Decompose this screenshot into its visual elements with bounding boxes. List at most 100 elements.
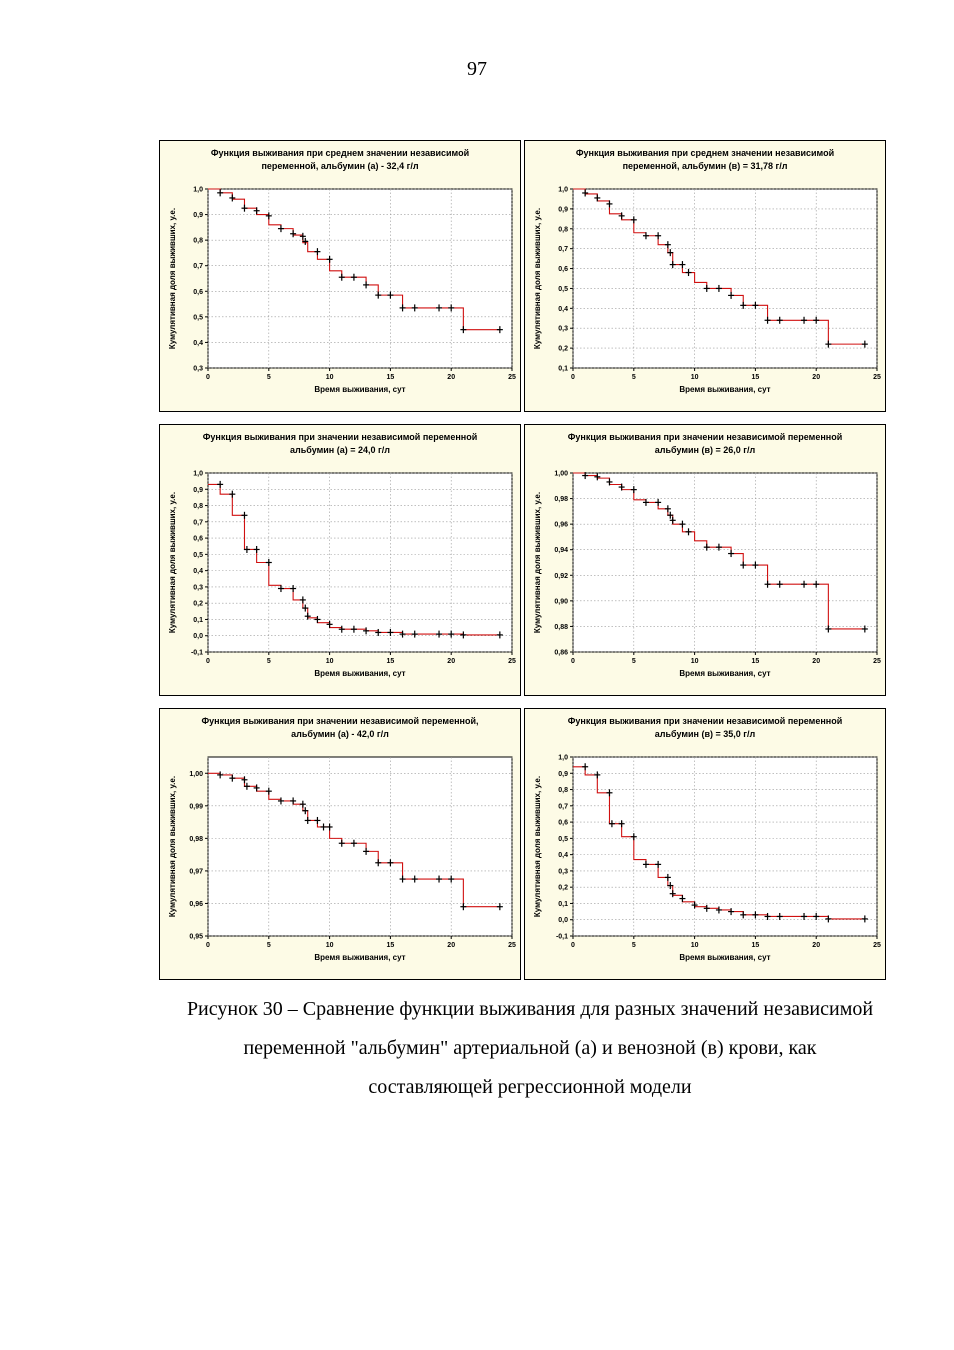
- x-tick-label: 20: [812, 942, 820, 949]
- x-tick-label: 25: [873, 374, 881, 381]
- y-tick-label: 0,9: [193, 212, 203, 219]
- censored-mark: [460, 326, 467, 334]
- censored-mark: [302, 237, 309, 245]
- y-tick-label: 0,97: [189, 868, 203, 875]
- x-tick-label: 10: [691, 374, 699, 381]
- caption-line-1: Рисунок 30 – Сравнение функции выживания…: [186, 998, 874, 1020]
- y-tick-label: 0,5: [558, 286, 568, 293]
- censored-mark: [861, 340, 868, 348]
- x-tick-label: 25: [508, 374, 516, 381]
- y-tick-label: 0,92: [554, 573, 568, 580]
- y-tick-label: 0,3: [558, 868, 568, 875]
- censored-mark: [448, 630, 455, 638]
- x-axis-label: Время выживания, сут: [314, 953, 405, 962]
- censored-mark: [363, 847, 370, 855]
- censored-mark: [594, 473, 601, 481]
- censored-mark: [314, 248, 321, 256]
- y-tick-label: 1,0: [193, 471, 203, 478]
- censored-mark: [582, 763, 589, 771]
- censored-mark: [399, 630, 406, 638]
- censored-mark: [314, 816, 321, 824]
- page-number: 97: [467, 58, 487, 80]
- censored-mark: [338, 839, 345, 847]
- censored-mark: [290, 230, 297, 238]
- censored-mark: [217, 771, 224, 779]
- censored-mark: [302, 604, 309, 612]
- censored-mark: [642, 498, 649, 506]
- y-tick-label: 0,1: [558, 366, 568, 373]
- y-tick-label: 0,3: [193, 584, 203, 591]
- y-tick-label: 0,96: [554, 522, 568, 529]
- censored-mark: [387, 859, 394, 867]
- y-tick-label: 0,7: [193, 263, 203, 270]
- censored-mark: [752, 301, 759, 309]
- y-axis-label: Кумулятивная доля выживших, у.е.: [168, 492, 177, 633]
- caption-line-3: составляющей регрессионной модели: [368, 1076, 692, 1098]
- censored-mark: [776, 580, 783, 588]
- chart-svg: 0,86 0,88 0,90 0,92 0,94 0,96 0,98 1,00 0 5 10 15 20…: [533, 471, 881, 679]
- censored-mark: [618, 820, 625, 828]
- y-tick-label: 0,3: [193, 366, 203, 373]
- censored-mark: [326, 823, 333, 831]
- censored-mark: [685, 528, 692, 536]
- x-tick-label: 10: [691, 658, 699, 665]
- censored-mark: [776, 912, 783, 920]
- censored-mark: [664, 505, 671, 513]
- x-tick-label: 25: [508, 942, 516, 949]
- censored-mark: [496, 903, 503, 911]
- censored-mark: [582, 189, 589, 197]
- censored-mark: [375, 291, 382, 299]
- y-tick-label: 0,6: [193, 536, 203, 543]
- y-tick-label: -0,1: [556, 934, 568, 941]
- x-tick-label: 5: [267, 942, 271, 949]
- x-tick-label: 5: [267, 374, 271, 381]
- x-tick-label: 5: [632, 374, 636, 381]
- chart-svg: 0,3 0,4 0,5 0,6 0,7 0,8 0,9 1,0 0 5 10 15 20 25 Время …: [168, 187, 516, 395]
- censored-mark: [764, 580, 771, 588]
- x-axis-label: Время выживания, сут: [679, 669, 770, 678]
- censored-mark: [265, 559, 272, 566]
- censored-mark: [387, 628, 394, 636]
- y-tick-label: 1,0: [558, 187, 568, 194]
- censored-mark: [813, 316, 820, 324]
- x-tick-label: 20: [447, 658, 455, 665]
- censored-mark: [496, 631, 503, 639]
- chart-title-line-2: переменной, альбумин (а) - 32,4 г/л: [261, 161, 419, 171]
- censored-mark: [679, 520, 686, 528]
- chart-title-line-2: альбумин (в) = 35,0 г/л: [654, 729, 756, 739]
- censored-mark: [801, 580, 808, 588]
- y-tick-label: 0,6: [558, 266, 568, 273]
- y-tick-label: 0,2: [558, 346, 568, 353]
- censored-mark: [299, 596, 306, 604]
- censored-mark: [667, 511, 674, 519]
- censored-mark: [299, 232, 306, 240]
- censored-mark: [764, 912, 771, 920]
- x-tick-label: 5: [632, 658, 636, 665]
- y-tick-label: 0,5: [558, 836, 568, 843]
- censored-mark: [813, 580, 820, 588]
- x-tick-label: 0: [571, 942, 575, 949]
- x-tick-label: 15: [752, 942, 760, 949]
- censored-mark: [217, 480, 224, 488]
- chart-title: Функция выживания при значении независим…: [527, 431, 883, 457]
- censored-mark: [243, 545, 250, 553]
- censored-mark: [217, 189, 224, 197]
- y-tick-label: 0,0: [193, 633, 203, 640]
- y-tick-label: 1,00: [554, 471, 568, 478]
- censored-mark: [277, 225, 284, 233]
- censored-mark: [642, 860, 649, 868]
- x-tick-label: 10: [691, 942, 699, 949]
- x-tick-label: 20: [447, 942, 455, 949]
- chart-panel-5: Функция выживания при значении независим…: [159, 708, 521, 980]
- censored-mark: [229, 194, 236, 202]
- x-tick-label: 5: [632, 942, 636, 949]
- y-axis-label: Кумулятивная доля выживших, у.е.: [533, 492, 542, 633]
- censored-mark: [387, 291, 394, 299]
- censored-mark: [460, 631, 467, 639]
- censored-mark: [715, 284, 722, 292]
- censored-mark: [338, 625, 345, 633]
- y-tick-label: 0,8: [193, 503, 203, 510]
- plot-area: [207, 472, 513, 653]
- y-tick-label: 0,9: [558, 771, 568, 778]
- censored-mark: [667, 882, 674, 890]
